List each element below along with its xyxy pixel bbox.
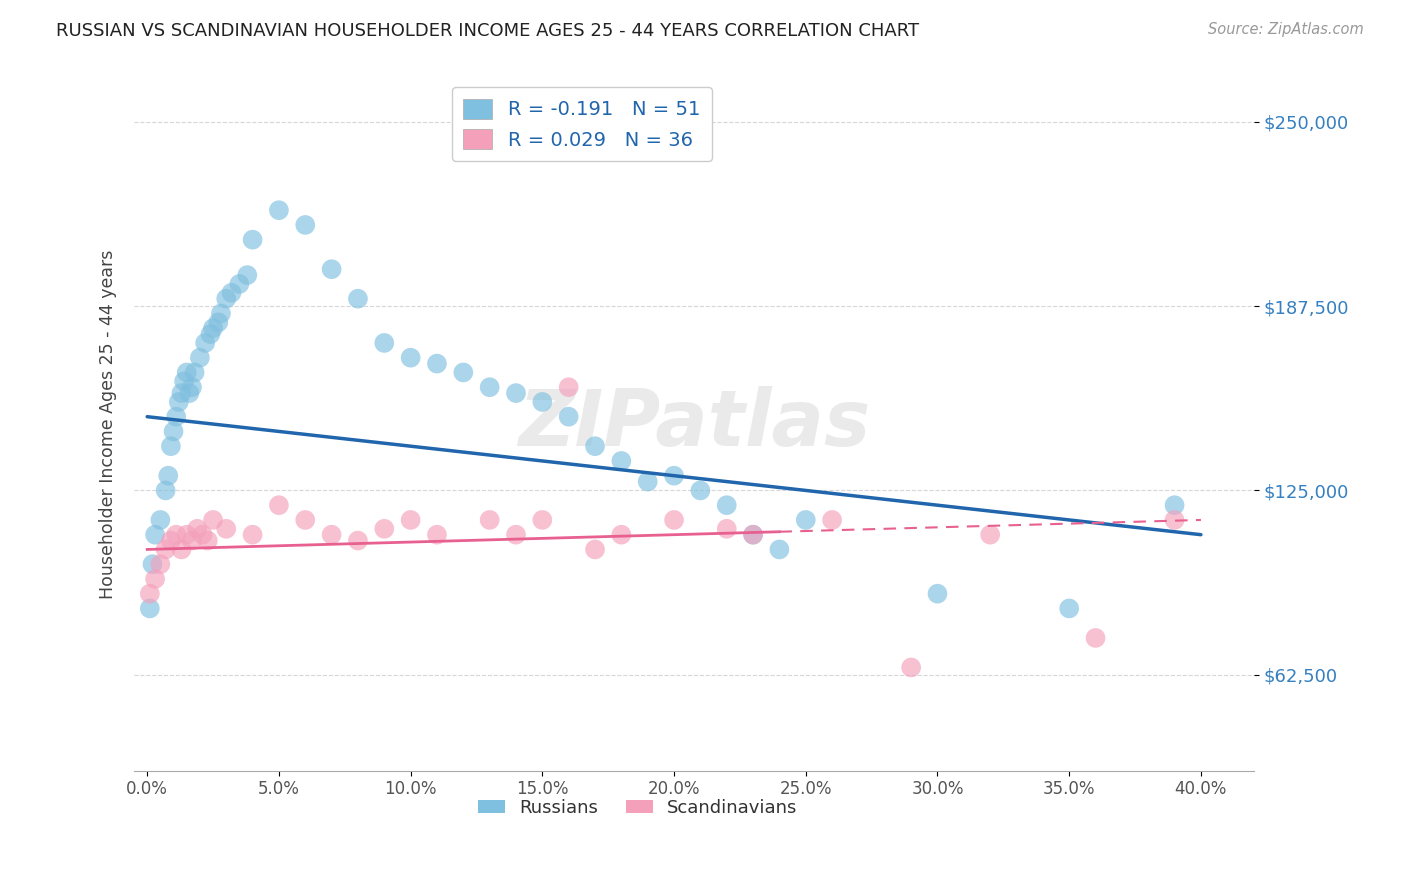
Text: ZIPatlas: ZIPatlas — [517, 386, 870, 462]
Point — [215, 292, 238, 306]
Point — [179, 386, 201, 401]
Point — [321, 527, 343, 541]
Point — [505, 527, 527, 541]
Point — [1057, 601, 1080, 615]
Point — [399, 351, 422, 365]
Point — [426, 357, 449, 371]
Point — [194, 335, 217, 350]
Point — [531, 395, 554, 409]
Point — [1084, 631, 1107, 645]
Point — [794, 513, 817, 527]
Point — [165, 409, 187, 424]
Point — [347, 533, 370, 548]
Point — [716, 522, 738, 536]
Point — [531, 513, 554, 527]
Point — [176, 366, 198, 380]
Point — [321, 262, 343, 277]
Point — [160, 533, 183, 548]
Point — [141, 558, 163, 572]
Point — [1163, 498, 1185, 512]
Point — [176, 527, 198, 541]
Point — [209, 306, 232, 320]
Point — [610, 527, 633, 541]
Point — [583, 542, 606, 557]
Point — [162, 425, 184, 439]
Point — [347, 292, 370, 306]
Point — [742, 527, 765, 541]
Point — [294, 218, 316, 232]
Point — [742, 527, 765, 541]
Point — [373, 335, 395, 350]
Point — [202, 321, 225, 335]
Point — [139, 601, 162, 615]
Point — [143, 527, 166, 541]
Point — [583, 439, 606, 453]
Point — [183, 366, 205, 380]
Point — [373, 522, 395, 536]
Point — [267, 203, 290, 218]
Point — [207, 315, 229, 329]
Point — [478, 513, 501, 527]
Point — [170, 542, 193, 557]
Point — [689, 483, 711, 498]
Point — [157, 468, 180, 483]
Legend: Russians, Scandinavians: Russians, Scandinavians — [471, 791, 804, 824]
Point — [900, 660, 922, 674]
Point — [242, 527, 264, 541]
Point — [149, 558, 172, 572]
Point — [399, 513, 422, 527]
Point — [979, 527, 1001, 541]
Point — [188, 351, 211, 365]
Point — [768, 542, 790, 557]
Point — [927, 587, 949, 601]
Point — [426, 527, 449, 541]
Point — [149, 513, 172, 527]
Point — [1163, 513, 1185, 527]
Point — [242, 233, 264, 247]
Point — [637, 475, 659, 489]
Y-axis label: Householder Income Ages 25 - 44 years: Householder Income Ages 25 - 44 years — [100, 250, 117, 599]
Point — [139, 587, 162, 601]
Point — [181, 380, 204, 394]
Point — [143, 572, 166, 586]
Text: RUSSIAN VS SCANDINAVIAN HOUSEHOLDER INCOME AGES 25 - 44 YEARS CORRELATION CHART: RUSSIAN VS SCANDINAVIAN HOUSEHOLDER INCO… — [56, 22, 920, 40]
Point — [202, 513, 225, 527]
Point — [662, 513, 685, 527]
Point — [453, 366, 475, 380]
Point — [173, 374, 195, 388]
Point — [155, 483, 177, 498]
Point — [197, 533, 219, 548]
Point — [478, 380, 501, 394]
Point — [160, 439, 183, 453]
Point — [267, 498, 290, 512]
Point — [170, 386, 193, 401]
Point — [181, 533, 204, 548]
Point — [294, 513, 316, 527]
Point — [167, 395, 190, 409]
Point — [662, 468, 685, 483]
Point — [200, 327, 222, 342]
Point — [228, 277, 250, 291]
Point — [186, 522, 208, 536]
Point — [557, 409, 579, 424]
Point — [165, 527, 187, 541]
Point — [505, 386, 527, 401]
Point — [557, 380, 579, 394]
Text: Source: ZipAtlas.com: Source: ZipAtlas.com — [1208, 22, 1364, 37]
Point — [221, 285, 243, 300]
Point — [215, 522, 238, 536]
Point — [610, 454, 633, 468]
Point — [155, 542, 177, 557]
Point — [191, 527, 214, 541]
Point — [236, 268, 259, 282]
Point — [716, 498, 738, 512]
Point — [821, 513, 844, 527]
